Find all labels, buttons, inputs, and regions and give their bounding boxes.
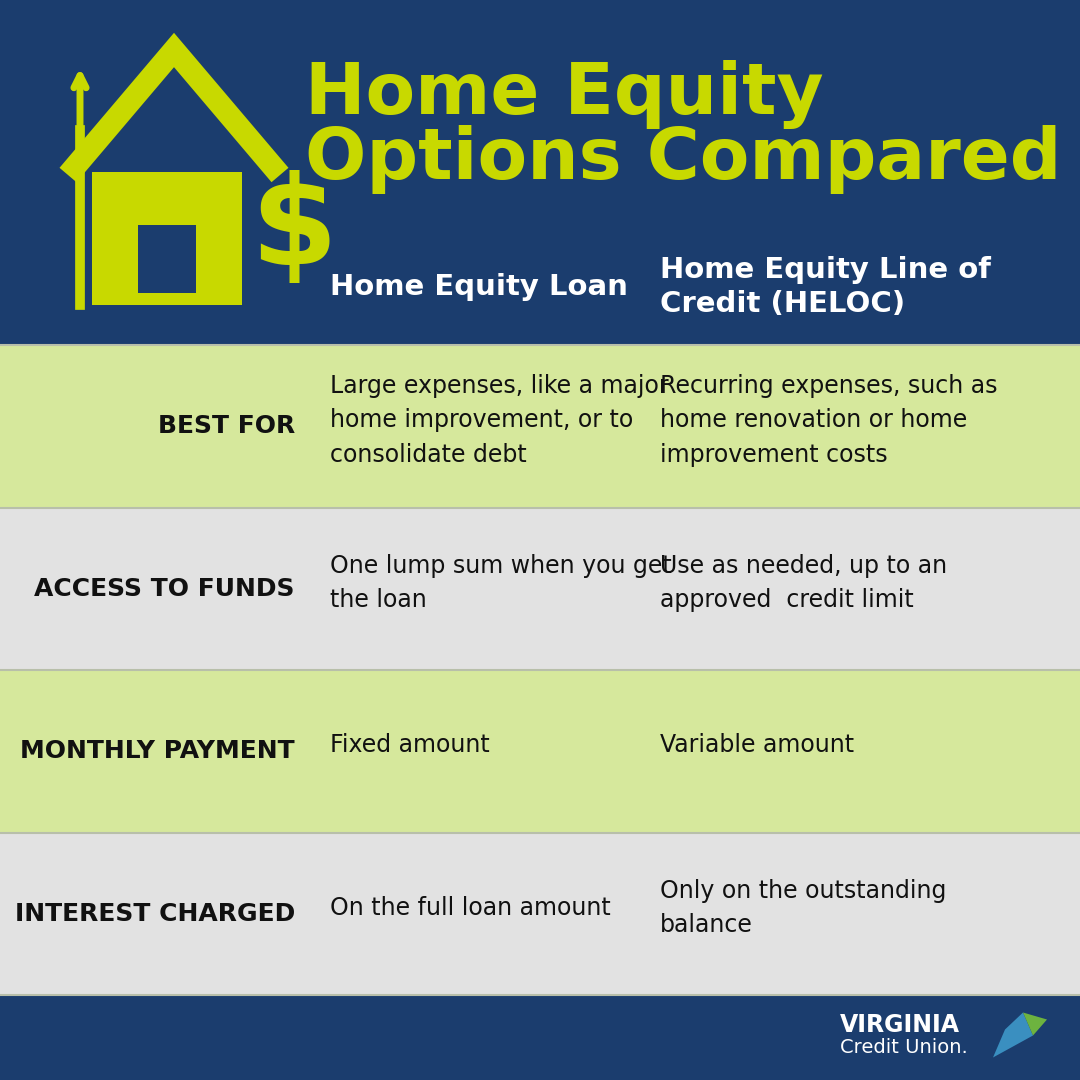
- Bar: [0, 0, 1080, 345]
- Bar: [0, 508, 1080, 670]
- Text: Only on the outstanding
balance: Only on the outstanding balance: [660, 878, 946, 937]
- Text: ACCESS TO FUNDS: ACCESS TO FUNDS: [35, 577, 295, 600]
- Text: On the full loan amount: On the full loan amount: [330, 895, 611, 920]
- Text: Fixed amount: Fixed amount: [330, 733, 489, 757]
- Bar: [0, 345, 1080, 508]
- Text: INTEREST CHARGED: INTEREST CHARGED: [15, 902, 295, 926]
- Text: Use as needed, up to an
approved  credit limit: Use as needed, up to an approved credit …: [660, 554, 947, 612]
- Text: Variable amount: Variable amount: [660, 733, 854, 757]
- Text: MONTHLY PAYMENT: MONTHLY PAYMENT: [21, 739, 295, 764]
- Bar: [92, 172, 242, 305]
- Bar: [138, 225, 195, 293]
- Bar: [0, 995, 1080, 1080]
- Text: Recurring expenses, such as
home renovation or home
improvement costs: Recurring expenses, such as home renovat…: [660, 374, 998, 467]
- Text: Options Compared: Options Compared: [305, 125, 1062, 194]
- Text: Home Equity: Home Equity: [305, 60, 824, 129]
- Text: Home Equity Loan: Home Equity Loan: [330, 273, 627, 301]
- Polygon shape: [1023, 1013, 1047, 1036]
- Text: VIRGINIA: VIRGINIA: [840, 1013, 960, 1037]
- Text: Credit Union.: Credit Union.: [840, 1038, 968, 1057]
- Text: One lump sum when you get
the loan: One lump sum when you get the loan: [330, 554, 672, 612]
- Polygon shape: [993, 1013, 1032, 1057]
- Text: BEST FOR: BEST FOR: [158, 415, 295, 438]
- Bar: [0, 833, 1080, 995]
- Text: Large expenses, like a major
home improvement, or to
consolidate debt: Large expenses, like a major home improv…: [330, 374, 669, 467]
- Text: Home Equity Line of
Credit (HELOC): Home Equity Line of Credit (HELOC): [660, 256, 990, 319]
- Text: $: $: [249, 170, 337, 291]
- Bar: [0, 670, 1080, 833]
